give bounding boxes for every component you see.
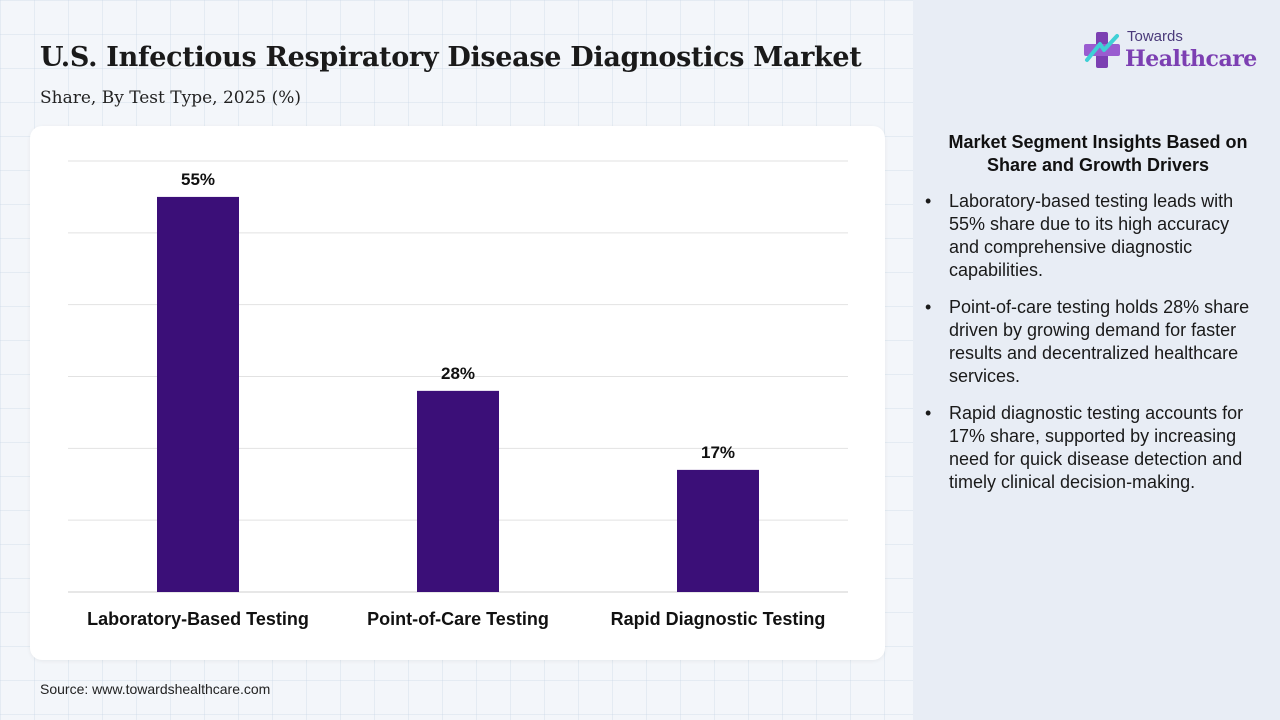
chart-title: U.S. Infectious Respiratory Disease Diag…: [40, 42, 862, 73]
source-note: Source: www.towardshealthcare.com: [40, 681, 271, 697]
data-label: 28%: [441, 364, 475, 383]
insight-item: • Rapid diagnostic testing accounts for …: [921, 402, 1251, 494]
bullet-icon: •: [925, 191, 932, 211]
insight-text: Point-of-care testing holds 28% share dr…: [949, 297, 1250, 386]
bullet-icon: •: [925, 403, 932, 423]
logo-text-towards: Towards: [1127, 28, 1183, 45]
insight-text: Rapid diagnostic testing accounts for 17…: [949, 403, 1244, 492]
bar: [677, 469, 759, 592]
insights-title: Market Segment Insights Based on Share a…: [948, 132, 1248, 175]
data-label: 17%: [701, 443, 735, 462]
bar-chart: 55% Laboratory-Based Testing 28% Point-of-C…: [68, 160, 848, 629]
bullet-icon: •: [925, 297, 932, 317]
chart-card: 55% Laboratory-Based Testing 28% Point-of-C…: [30, 126, 885, 660]
insight-text: Laboratory-based testing leads with 55% …: [949, 191, 1234, 280]
insight-item: • Laboratory-based testing leads with 55…: [921, 190, 1251, 282]
insights-panel: Towards Healthcare Market Segment Insigh…: [913, 0, 1280, 720]
insight-item: • Point-of-care testing holds 28% share …: [921, 296, 1251, 388]
bar: [417, 390, 499, 592]
chart-subtitle: Share, By Test Type, 2025 (%): [40, 88, 302, 108]
bar: [157, 196, 239, 592]
category-label: Point-of-Care Testing: [367, 609, 549, 629]
medical-cross-icon: [1084, 32, 1120, 68]
data-label: 55%: [181, 170, 215, 189]
brand-logo[interactable]: Towards Healthcare: [1082, 27, 1257, 77]
category-label: Rapid Diagnostic Testing: [611, 609, 826, 629]
logo-text-healthcare: Healthcare: [1125, 46, 1257, 72]
insights-list: • Laboratory-based testing leads with 55…: [921, 190, 1251, 508]
category-label: Laboratory-Based Testing: [87, 609, 309, 629]
